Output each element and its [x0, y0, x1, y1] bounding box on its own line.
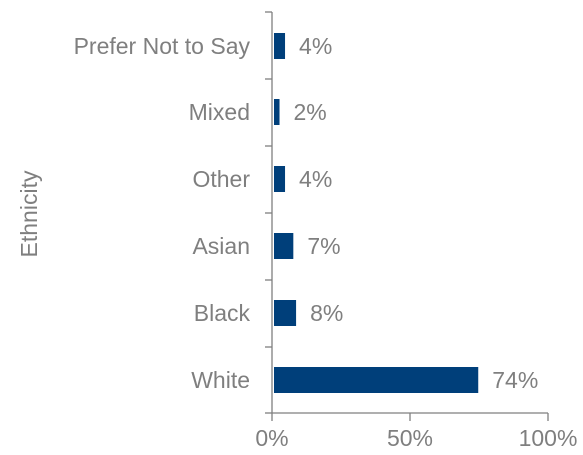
category-label-mixed: Mixed: [189, 99, 250, 125]
category-label-prefer-not-to-say: Prefer Not to Say: [74, 33, 251, 59]
value-label-other: 4%: [299, 166, 332, 192]
value-label-black: 8%: [310, 300, 343, 326]
bar-black: [274, 300, 297, 326]
bar-white: [274, 367, 479, 393]
category-label-asian: Asian: [192, 233, 250, 259]
y-axis-title: Ethnicity: [16, 170, 42, 257]
value-label-white: 74%: [492, 367, 538, 393]
x-tick-label-0: 0%: [255, 425, 288, 451]
value-label-asian: 7%: [307, 233, 340, 259]
category-label-white: White: [191, 367, 250, 393]
category-label-black: Black: [194, 300, 251, 326]
value-label-mixed: 2%: [294, 99, 327, 125]
category-label-other: Other: [192, 166, 250, 192]
bar-prefer-not-to-say: [274, 33, 286, 59]
bar-other: [274, 166, 286, 192]
x-tick-label-100: 100%: [519, 425, 578, 451]
x-tick-label-50: 50%: [387, 425, 433, 451]
bar-asian: [274, 233, 294, 259]
bar-mixed: [274, 99, 280, 125]
value-label-prefer-not-to-say: 4%: [299, 33, 332, 59]
